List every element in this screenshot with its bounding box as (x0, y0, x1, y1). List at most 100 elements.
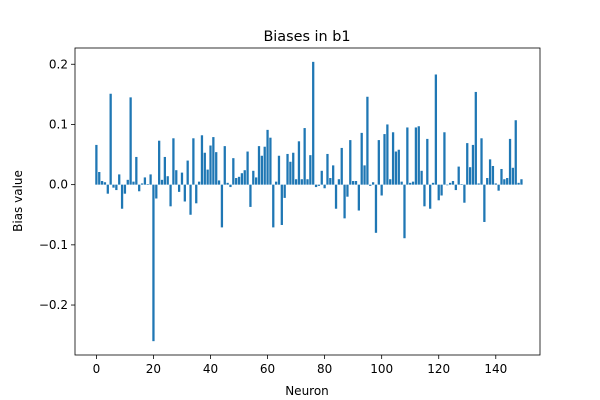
bar-neuron-54 (249, 184, 252, 207)
x-tick-label: 20 (146, 362, 161, 376)
bar-neuron-16 (140, 183, 144, 185)
x-tick-label: 60 (260, 362, 275, 376)
bar-neuron-48 (232, 158, 235, 185)
bar-neuron-78 (317, 184, 321, 186)
bar-neuron-131 (468, 167, 472, 185)
bar-neuron-110 (409, 182, 412, 185)
bar-neuron-15 (138, 184, 141, 192)
bar-neuron-146 (511, 167, 515, 185)
bar-neuron-126 (454, 184, 457, 191)
bar-neuron-109 (406, 127, 409, 185)
bar-neuron-56 (255, 177, 258, 185)
bar-neuron-0 (95, 144, 98, 185)
bar-neuron-88 (346, 184, 349, 197)
bar-neuron-120 (437, 184, 440, 201)
bar-neuron-55 (252, 170, 255, 185)
bar-neuron-52 (243, 170, 246, 185)
bar-neuron-123 (446, 184, 449, 186)
bar-neuron-139 (491, 165, 495, 185)
bar-neuron-59 (263, 146, 266, 185)
bar-neuron-51 (240, 173, 244, 185)
bar-neuron-116 (426, 138, 429, 185)
bar-neuron-64 (277, 155, 281, 185)
bar-neuron-87 (343, 184, 346, 219)
bar-neuron-133 (474, 91, 477, 185)
bar-neuron-111 (411, 181, 415, 185)
y-axis: −0.2 −0.1 0.0 0.1 0.2 (39, 57, 75, 312)
bar-neuron-121 (440, 184, 443, 196)
bar-neuron-13 (132, 181, 135, 185)
bar-neuron-5 (109, 93, 112, 185)
bar-neuron-37 (200, 135, 204, 185)
bar-neuron-97 (371, 182, 375, 185)
x-tick-label: 120 (427, 362, 450, 376)
x-tick-label: 0 (93, 362, 101, 376)
bar-neuron-36 (197, 181, 201, 185)
bar-neuron-100 (380, 184, 383, 196)
bar-neuron-18 (146, 184, 149, 185)
bar-neuron-61 (269, 137, 272, 185)
bar-neuron-46 (226, 182, 229, 185)
bar-neuron-27 (172, 138, 175, 185)
bar-neuron-144 (506, 178, 509, 185)
y-tick-label: 0.1 (49, 117, 68, 131)
bar-neuron-39 (206, 169, 209, 185)
bar-neuron-124 (449, 182, 452, 185)
bar-neuron-29 (177, 184, 181, 192)
bar-neuron-142 (500, 168, 503, 185)
bar-neuron-119 (434, 74, 438, 185)
bar-neuron-45 (223, 146, 226, 185)
bar-neuron-118 (431, 182, 435, 185)
bar-neuron-24 (163, 156, 166, 185)
bar-neuron-102 (386, 124, 389, 185)
bar-neuron-106 (397, 149, 400, 185)
bar-neuron-71 (297, 141, 301, 185)
bar-neuron-122 (443, 132, 446, 185)
bar-neuron-99 (377, 140, 380, 185)
bar-neuron-8 (118, 174, 121, 185)
bar-neuron-107 (400, 181, 403, 185)
bar-neuron-137 (486, 178, 489, 185)
y-tick-label: 0.2 (49, 57, 68, 71)
bar-neuron-10 (123, 184, 127, 194)
bar-neuron-90 (352, 181, 355, 185)
bar-neuron-70 (294, 179, 298, 185)
y-tick-label: −0.1 (39, 238, 68, 252)
bar-neuron-26 (169, 184, 172, 207)
bar-neuron-135 (480, 138, 483, 185)
bar-neuron-75 (309, 155, 312, 185)
bar-neuron-6 (112, 184, 115, 188)
chart-title: Biases in b1 (263, 29, 350, 45)
bar-neuron-147 (514, 120, 517, 185)
bar-neuron-7 (115, 184, 118, 191)
bar-neuron-112 (414, 127, 418, 185)
bar-neuron-31 (183, 184, 186, 202)
bar-neuron-65 (280, 184, 283, 225)
bar-neuron-69 (292, 152, 295, 185)
bar-neuron-53 (246, 151, 249, 185)
bar-neuron-21 (155, 184, 158, 199)
bar-neuron-14 (135, 156, 138, 185)
bar-neuron-19 (149, 174, 152, 185)
bar-neuron-25 (166, 176, 169, 185)
x-axis-label: Neuron (285, 384, 329, 398)
bar-neuron-30 (180, 172, 184, 185)
bar-neuron-35 (195, 184, 198, 204)
bar-neuron-104 (391, 132, 395, 185)
bar-neuron-28 (175, 170, 178, 185)
bar-neuron-34 (192, 138, 195, 185)
bar-neuron-145 (508, 138, 512, 185)
bar-neuron-143 (503, 179, 506, 185)
bar-neuron-138 (488, 159, 492, 185)
x-tick-label: 40 (203, 362, 218, 376)
bar-neuron-12 (129, 97, 132, 185)
bar-neuron-95 (366, 96, 369, 185)
bar-neuron-43 (217, 180, 221, 185)
bar-neuron-22 (158, 140, 161, 185)
x-tick-label: 100 (370, 362, 393, 376)
bars-group (95, 61, 523, 342)
bar-neuron-73 (303, 128, 306, 185)
bar-neuron-89 (349, 140, 352, 185)
bar-neuron-20 (152, 184, 155, 342)
